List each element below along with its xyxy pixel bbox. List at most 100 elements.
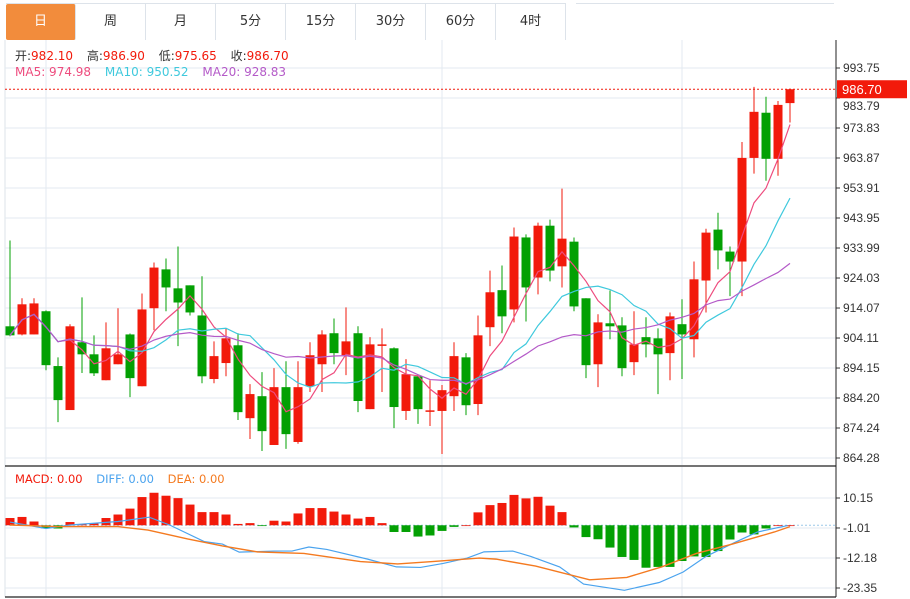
macd-bar [29,521,39,526]
macd-bar [689,525,699,557]
candle [521,234,531,322]
candle [245,384,255,439]
candle-body [485,292,495,328]
macd-bar [341,514,351,526]
macd-bar [461,525,471,527]
candle [497,265,507,334]
tab-30min[interactable]: 30分 [356,4,426,40]
candle-body [677,324,687,335]
candle [185,285,195,316]
candle [557,188,567,288]
macd-bar [125,508,135,526]
candle-body [41,311,51,366]
macd-bar [185,504,195,526]
macd-bar [89,523,99,526]
macd-bar [317,508,327,526]
macd-bar [761,525,771,529]
macd-bar [533,496,543,526]
candle [713,212,723,270]
macd-bar [245,523,255,526]
candle [293,361,303,444]
candle [41,310,51,371]
candle [569,237,579,312]
ma20-value: MA20: 928.83 [202,65,287,79]
candle-body [293,387,303,442]
candle [413,375,423,424]
period-tabs: 日 周 月 5分 15分 30分 60分 4时 [6,3,566,40]
tab-4hour[interactable]: 4时 [496,4,566,40]
tab-week[interactable]: 周 [76,4,146,40]
candle-body [569,241,579,307]
tab-60min[interactable]: 60分 [426,4,496,40]
candle-body [689,279,699,340]
tab-day[interactable]: 日 [6,4,76,40]
candle-body [5,326,15,336]
ma5-value: MA5: 974.98 [15,65,92,79]
candle-body [749,111,759,158]
candle [161,258,171,312]
candle-body [269,387,279,445]
high-value: 986.90 [102,49,145,63]
candle-body [545,225,555,271]
candle-body [437,390,447,411]
macd-bar [17,516,27,526]
macd-bar [365,516,375,526]
candle [533,222,543,295]
candle [341,307,351,376]
diff-line [9,516,788,591]
macd-bar [521,498,531,526]
macd-axis-label: 10.15 [843,491,873,505]
tab-5min[interactable]: 5分 [216,4,286,40]
ma-legend: MA5: 974.98 MA10: 950.52 MA20: 928.83 [15,65,296,79]
candle [77,297,87,373]
macd-bar [653,525,663,567]
candle-body [701,232,711,281]
macd-bar [77,524,87,526]
macd-bar [509,494,519,526]
candle [197,276,207,384]
candle [605,290,615,340]
price-axis-label: 983.79 [843,99,880,113]
candle [257,372,267,452]
candle-body [449,356,459,397]
open-value: 982.10 [31,49,74,63]
tab-month[interactable]: 月 [146,4,216,40]
macd-bar [65,522,75,526]
candle-body [473,335,483,405]
macd-bar [389,525,399,532]
candle-body [377,344,387,346]
candle [53,357,63,423]
candle-body [401,374,411,411]
tab-15min[interactable]: 15分 [286,4,356,40]
candle [353,326,363,413]
macd-bar [269,520,279,526]
macd-bar [281,521,291,526]
candle-body [761,112,771,159]
candle-body [137,309,147,387]
macd-bar [161,495,171,526]
macd-axis-label: -23.35 [843,581,877,595]
candle [149,262,159,331]
candle [125,333,135,398]
candle-body [605,323,615,327]
candle [233,333,243,420]
macd-bar [737,525,747,533]
candle-body [665,316,675,354]
price-axis-label: 904.11 [843,331,879,345]
dea-line [9,524,791,581]
candle-body [221,338,231,364]
macd-bar [677,525,687,561]
macd-bar [113,514,123,526]
macd-bar [305,508,315,526]
macd-bar [749,525,759,535]
candle-body [257,396,267,432]
candle [17,298,27,336]
candle [665,312,675,381]
macd-bar [293,513,303,526]
candle-body [29,303,39,335]
candle [89,335,99,377]
candle [629,311,639,376]
candle-body [653,338,663,355]
close-value: 986.70 [246,49,289,63]
